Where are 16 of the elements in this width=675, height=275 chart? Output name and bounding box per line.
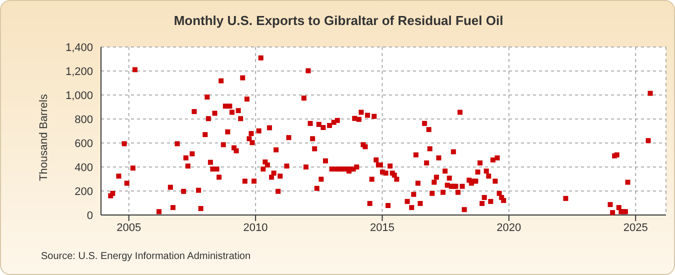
- y-tick-label: 1,400: [65, 42, 93, 54]
- source-note: Source: U.S. Energy Information Administration: [41, 251, 251, 262]
- y-tick-label: 800: [74, 114, 93, 126]
- chart-title: Monthly U.S. Exports to Gibraltar of Residual Fuel Oil: [172, 13, 504, 28]
- x-tick-label: 2005: [116, 222, 142, 234]
- y-tick-label: 1,200: [65, 66, 93, 78]
- x-tick-label: 2010: [243, 222, 268, 234]
- y-tick-label: 600: [74, 138, 93, 150]
- x-tick-label: 2025: [623, 222, 648, 234]
- x-tick-label: 2020: [496, 222, 522, 234]
- y-tick-label: 400: [74, 162, 93, 174]
- y-tick-label: 200: [74, 186, 93, 198]
- y-tick-label: 0: [86, 210, 93, 222]
- y-tick-label: 1,000: [65, 90, 93, 102]
- y-axis-title: Thousand Barrels: [38, 94, 50, 181]
- x-tick-label: 2015: [370, 222, 394, 234]
